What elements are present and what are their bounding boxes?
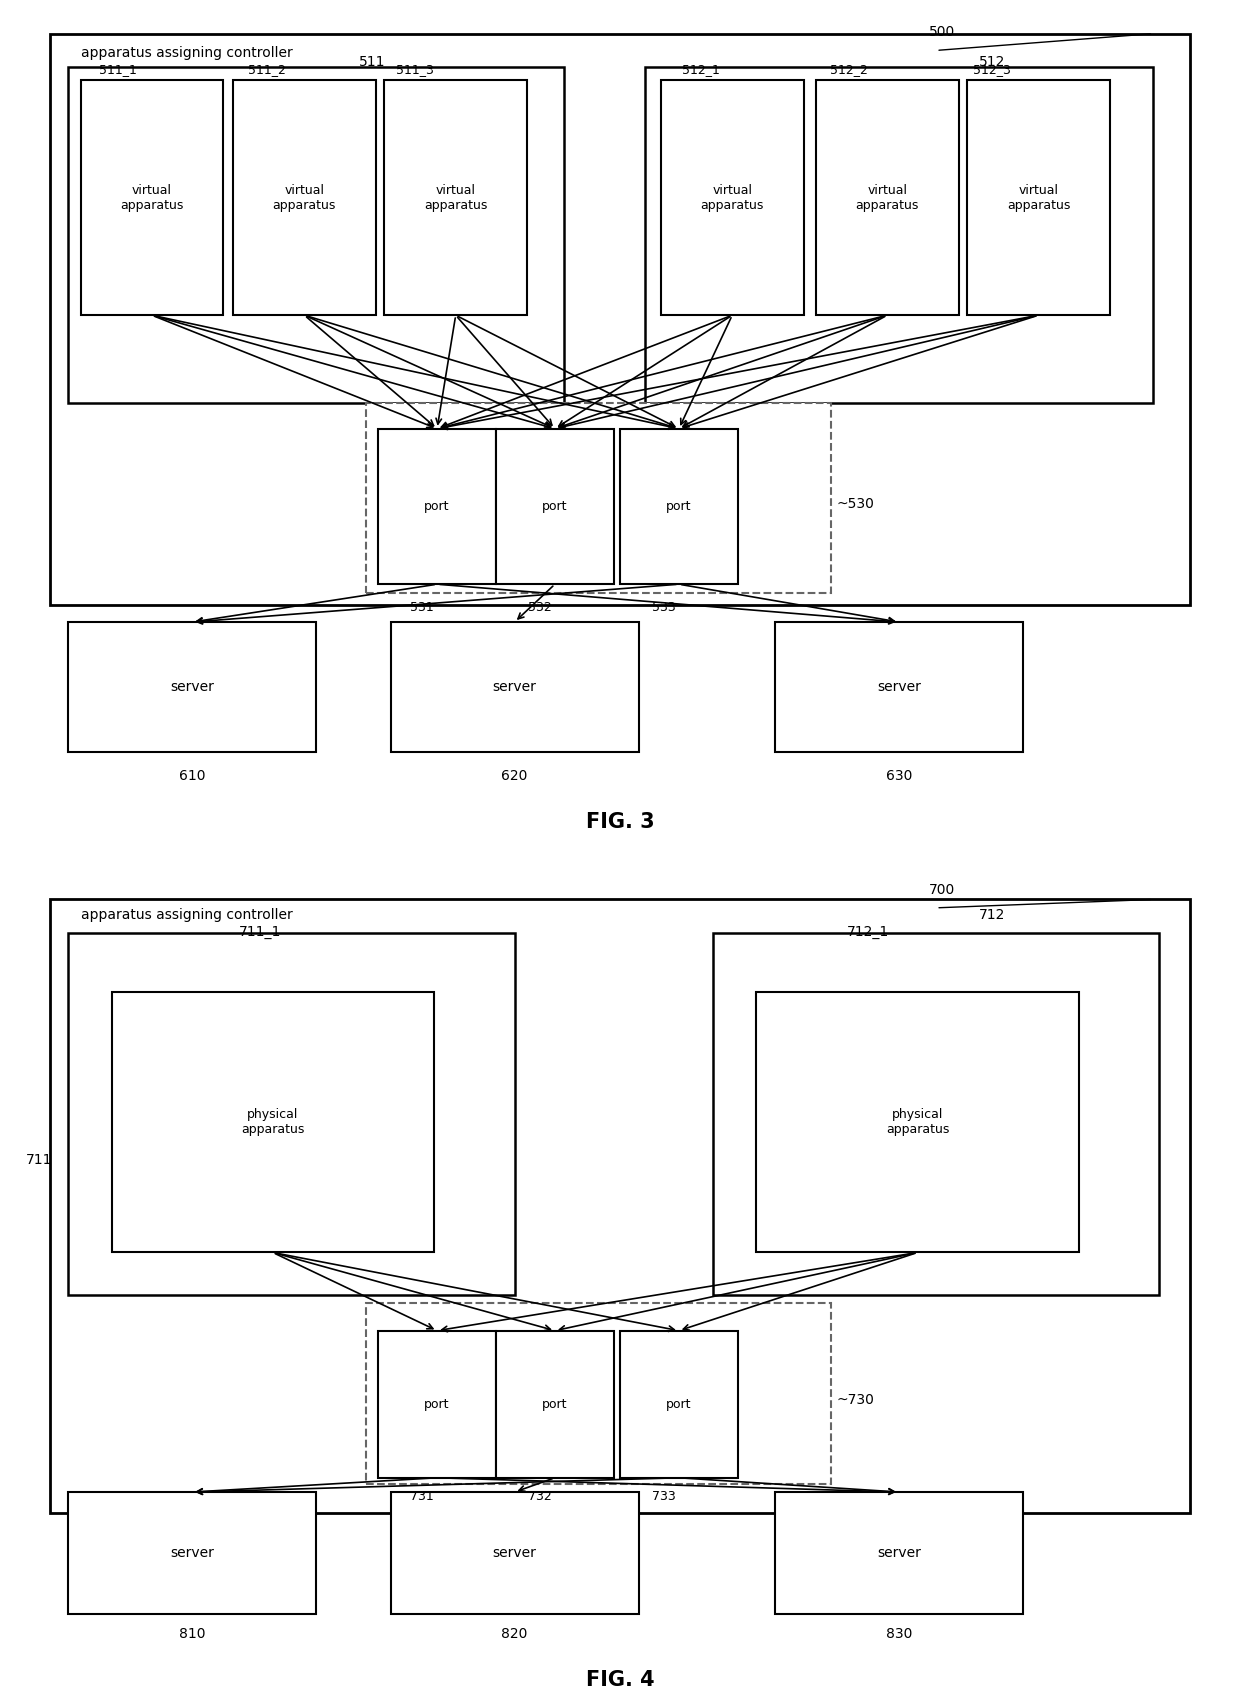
Text: 512_2: 512_2 (831, 63, 868, 76)
FancyBboxPatch shape (713, 934, 1159, 1294)
Text: virtual
apparatus: virtual apparatus (424, 183, 487, 212)
Text: FIG. 3: FIG. 3 (585, 812, 655, 832)
Text: port: port (666, 499, 692, 513)
Text: port: port (424, 1397, 450, 1411)
FancyBboxPatch shape (68, 1493, 316, 1613)
Text: 511_2: 511_2 (248, 63, 285, 76)
Text: apparatus assigning controller: apparatus assigning controller (81, 908, 293, 922)
FancyBboxPatch shape (775, 621, 1023, 752)
Text: 712: 712 (978, 908, 1006, 922)
FancyBboxPatch shape (50, 34, 1190, 604)
FancyBboxPatch shape (68, 621, 316, 752)
Text: virtual
apparatus: virtual apparatus (856, 183, 919, 212)
FancyBboxPatch shape (645, 68, 1153, 404)
FancyBboxPatch shape (661, 80, 804, 316)
FancyBboxPatch shape (233, 80, 376, 316)
Text: 531: 531 (409, 601, 434, 615)
Text: ~730: ~730 (837, 1392, 875, 1406)
Text: 620: 620 (501, 769, 528, 783)
FancyBboxPatch shape (816, 80, 959, 316)
FancyBboxPatch shape (378, 1331, 496, 1477)
Text: 630: 630 (885, 769, 913, 783)
Text: physical
apparatus: physical apparatus (885, 1109, 950, 1136)
FancyBboxPatch shape (756, 992, 1079, 1253)
Text: server: server (877, 1545, 921, 1560)
Text: 511_1: 511_1 (99, 63, 136, 76)
Text: apparatus assigning controller: apparatus assigning controller (81, 46, 293, 59)
FancyBboxPatch shape (384, 80, 527, 316)
Text: 610: 610 (179, 769, 206, 783)
Text: 711: 711 (26, 1153, 52, 1167)
FancyBboxPatch shape (366, 1302, 831, 1484)
FancyBboxPatch shape (775, 1493, 1023, 1613)
FancyBboxPatch shape (967, 80, 1110, 316)
Text: 511: 511 (358, 54, 386, 68)
Text: 820: 820 (501, 1627, 528, 1640)
Text: 512_1: 512_1 (682, 63, 719, 76)
Text: server: server (170, 1545, 215, 1560)
Text: virtual
apparatus: virtual apparatus (120, 183, 184, 212)
Text: 512_3: 512_3 (973, 63, 1011, 76)
Text: port: port (542, 1397, 568, 1411)
FancyBboxPatch shape (366, 404, 831, 593)
Text: 512: 512 (978, 54, 1006, 68)
FancyBboxPatch shape (391, 621, 639, 752)
FancyBboxPatch shape (496, 1331, 614, 1477)
FancyBboxPatch shape (68, 934, 515, 1294)
Text: ~530: ~530 (837, 498, 875, 511)
FancyBboxPatch shape (81, 80, 223, 316)
Text: port: port (666, 1397, 692, 1411)
Text: server: server (170, 681, 215, 694)
Text: 731: 731 (409, 1489, 434, 1503)
Text: 533: 533 (651, 601, 676, 615)
Text: virtual
apparatus: virtual apparatus (273, 183, 336, 212)
Text: FIG. 4: FIG. 4 (585, 1669, 655, 1690)
Text: server: server (492, 681, 537, 694)
Text: 700: 700 (929, 883, 956, 897)
Text: server: server (492, 1545, 537, 1560)
Text: server: server (877, 681, 921, 694)
Text: 830: 830 (885, 1627, 913, 1640)
Text: physical
apparatus: physical apparatus (241, 1109, 305, 1136)
FancyBboxPatch shape (50, 900, 1190, 1513)
Text: port: port (424, 499, 450, 513)
Text: virtual
apparatus: virtual apparatus (701, 183, 764, 212)
FancyBboxPatch shape (620, 1331, 738, 1477)
FancyBboxPatch shape (378, 428, 496, 584)
FancyBboxPatch shape (496, 428, 614, 584)
Text: 733: 733 (651, 1489, 676, 1503)
FancyBboxPatch shape (620, 428, 738, 584)
FancyBboxPatch shape (112, 992, 434, 1253)
Text: 500: 500 (929, 25, 956, 39)
Text: 810: 810 (179, 1627, 206, 1640)
Text: 532: 532 (527, 601, 552, 615)
Text: 732: 732 (527, 1489, 552, 1503)
Text: 511_3: 511_3 (397, 63, 434, 76)
Text: 711_1: 711_1 (239, 925, 281, 939)
Text: 712_1: 712_1 (847, 925, 889, 939)
Text: port: port (542, 499, 568, 513)
FancyBboxPatch shape (68, 68, 564, 404)
Text: virtual
apparatus: virtual apparatus (1007, 183, 1070, 212)
FancyBboxPatch shape (391, 1493, 639, 1613)
